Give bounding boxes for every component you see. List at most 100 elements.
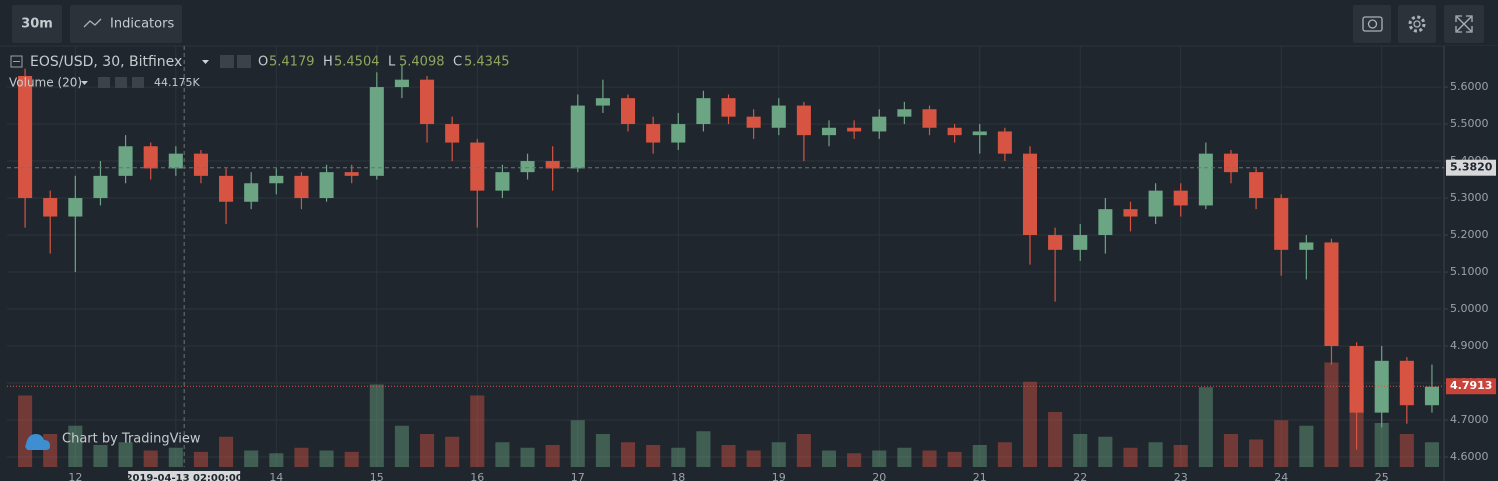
volume-bar xyxy=(1399,434,1414,467)
volume-bar xyxy=(646,445,661,467)
camera-lens xyxy=(1367,19,1378,29)
volume-bar xyxy=(1123,447,1138,467)
candle-body xyxy=(219,175,234,202)
x-tick-label: 12 xyxy=(68,471,82,481)
volume-bar xyxy=(847,453,862,467)
volume-bar xyxy=(1299,425,1314,467)
indicators-button[interactable] xyxy=(70,5,182,43)
candle-body xyxy=(143,146,158,169)
volume-bar xyxy=(1249,439,1264,467)
volume-bar xyxy=(344,451,359,467)
legend-icon[interactable] xyxy=(132,77,144,88)
legend-value: 5.4504 xyxy=(334,55,380,70)
candle-body xyxy=(420,79,435,125)
volume-bar xyxy=(620,442,636,467)
volume-bar xyxy=(1148,442,1163,467)
volume-bar xyxy=(746,450,761,467)
candle-body xyxy=(1399,360,1414,406)
candle-body xyxy=(269,175,284,184)
volume-bar xyxy=(118,442,133,467)
candle-body xyxy=(545,161,560,169)
legend-icon[interactable] xyxy=(98,77,110,88)
candle-body xyxy=(1299,242,1314,250)
y-tick-label: 4.7000 xyxy=(1450,413,1489,426)
candle-body xyxy=(796,105,811,136)
settings-button[interactable] xyxy=(1398,5,1436,43)
x-tick-label: 15 xyxy=(370,471,384,481)
volume-bar xyxy=(1198,387,1213,467)
x-tick-label: 19 xyxy=(772,471,786,481)
candle-body xyxy=(1022,153,1038,236)
volume-bar xyxy=(18,395,33,467)
volume-bar xyxy=(1374,423,1389,467)
crosshair-x-box xyxy=(128,471,241,481)
x-tick-label: 16 xyxy=(470,471,484,481)
volume-bar xyxy=(219,436,234,467)
legend-icon[interactable] xyxy=(115,77,127,88)
candle-body xyxy=(721,98,736,117)
candle-body xyxy=(1274,198,1289,250)
candle-body xyxy=(193,153,208,176)
volume-bar xyxy=(394,425,409,467)
volume-bar xyxy=(168,447,183,467)
candle-body xyxy=(43,198,58,217)
candle-body xyxy=(897,109,912,117)
dropdown-arrow[interactable] xyxy=(202,60,209,64)
volume-title: Volume (20) xyxy=(9,76,82,90)
volume-bar xyxy=(193,451,208,467)
indicators-icon xyxy=(83,18,102,28)
y-tick-label: 5.6000 xyxy=(1450,80,1489,93)
y-tick-label: 5.5000 xyxy=(1450,117,1489,130)
legend-icon[interactable] xyxy=(237,55,251,68)
gear-center xyxy=(1413,20,1421,28)
legend-icon[interactable] xyxy=(220,55,234,68)
candle-body xyxy=(394,79,409,88)
candle-body xyxy=(344,172,359,176)
candle-body xyxy=(445,124,460,143)
volume-bar xyxy=(872,450,887,467)
volume-bar xyxy=(420,434,435,467)
gear-icon xyxy=(1408,15,1426,33)
candle-body xyxy=(997,131,1012,154)
volume-bar xyxy=(1274,420,1289,467)
collapse-icon[interactable] xyxy=(10,55,23,68)
candle-body xyxy=(872,116,887,132)
candle-body xyxy=(696,98,711,125)
candle-body xyxy=(922,109,937,128)
y-tick-label: 4.9000 xyxy=(1450,339,1489,352)
volume-bar xyxy=(771,442,786,467)
x-tick-label: 24 xyxy=(1274,471,1288,481)
candle-body xyxy=(620,98,636,125)
candle-body xyxy=(495,172,510,191)
candle-body xyxy=(68,198,83,217)
volume-bar xyxy=(1324,362,1339,467)
x-tick-label: 17 xyxy=(571,471,585,481)
crosshair-y-label: 5.3820 xyxy=(1450,161,1493,174)
volume-bar xyxy=(495,442,510,467)
candle-body xyxy=(1198,153,1213,206)
volume-bar xyxy=(319,450,334,467)
candle-body xyxy=(294,175,309,199)
volume-bar xyxy=(696,431,711,467)
x-tick-label: 25 xyxy=(1375,471,1389,481)
candle-body xyxy=(746,116,761,128)
dropdown-arrow[interactable] xyxy=(81,81,88,85)
snapshot-button[interactable] xyxy=(1353,5,1391,43)
x-tick-label: 14 xyxy=(269,471,283,481)
candle-body xyxy=(1048,235,1063,250)
x-tick-label: 22 xyxy=(1073,471,1087,481)
candle-body xyxy=(1123,209,1138,217)
y-tick-label: 5.2000 xyxy=(1450,228,1489,241)
candle-body xyxy=(771,105,786,128)
interval-label: 30m xyxy=(21,17,53,32)
volume-bar xyxy=(545,445,560,467)
candle-body xyxy=(595,98,610,106)
legend-key: L xyxy=(388,55,396,70)
volume-bar xyxy=(244,450,259,467)
volume-bar xyxy=(922,450,937,467)
interval-button[interactable] xyxy=(12,5,62,43)
watermark[interactable]: Chart by TradingView xyxy=(62,432,201,447)
candle-body xyxy=(821,127,837,136)
